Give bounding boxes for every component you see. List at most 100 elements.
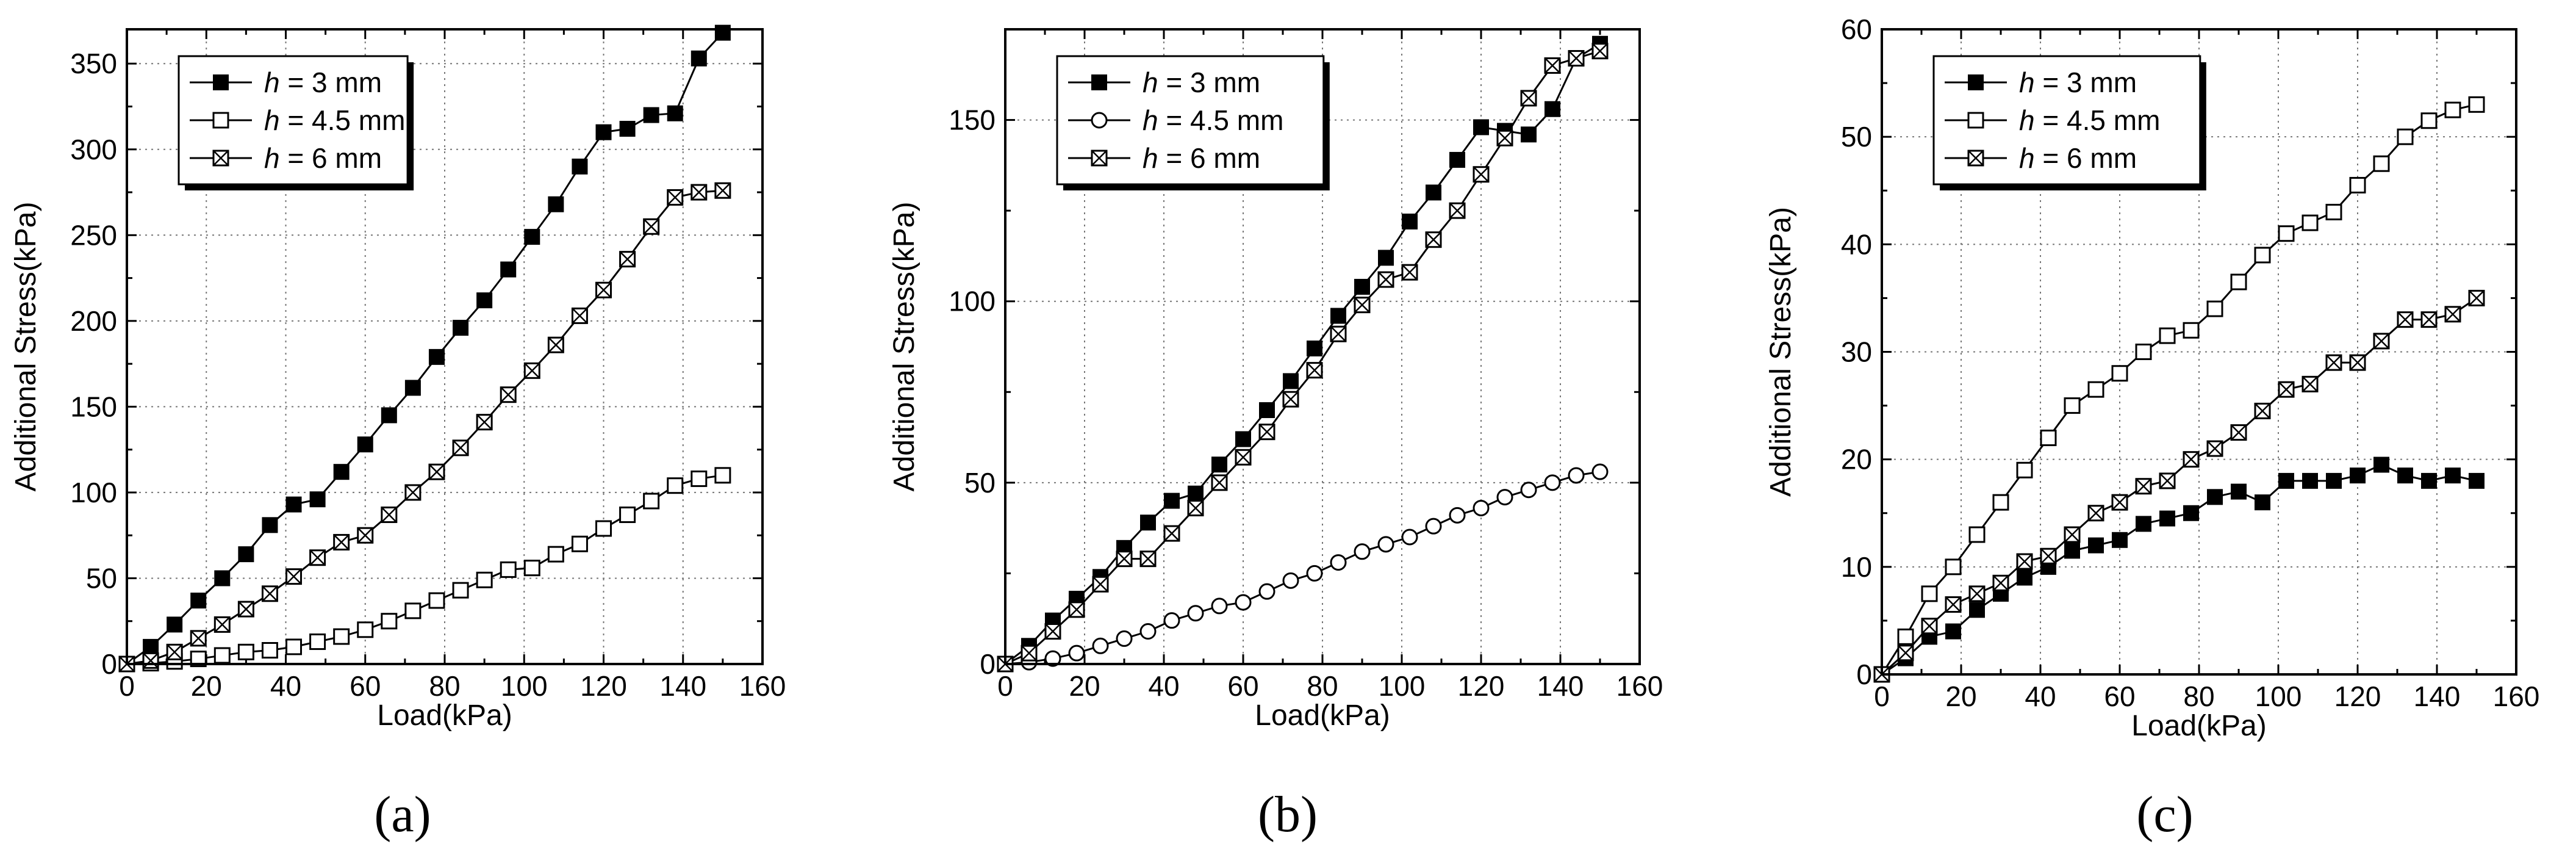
data-point (2111, 494, 2128, 511)
data-point (2350, 468, 2366, 484)
data-point (2206, 440, 2223, 457)
data-point-cross-b (691, 184, 707, 200)
x-tick-label: 80 (2183, 681, 2214, 712)
data-point (2064, 397, 2081, 414)
data-point (643, 218, 660, 235)
data-point (1568, 50, 1585, 67)
data-point (1544, 57, 1561, 74)
x-tick-label: 160 (2493, 681, 2540, 712)
data-point (2445, 468, 2461, 484)
data-point (500, 561, 517, 578)
data-point (1188, 485, 1204, 502)
data-point (2135, 478, 2152, 495)
legend-label-symbol: h (264, 67, 280, 98)
data-point-cross-b (714, 182, 731, 199)
x-tick-label: 120 (2334, 681, 2381, 712)
data-point (1282, 572, 1299, 589)
data-point (1235, 594, 1252, 611)
data-point (1354, 278, 1370, 295)
data-point-cross-b (167, 644, 183, 660)
data-point (1258, 583, 1275, 600)
data-point (1282, 391, 1299, 408)
x-tick-label: 40 (2025, 681, 2056, 712)
data-point-cross-b (1021, 645, 1037, 662)
data-point-cross-b (1283, 391, 1299, 408)
data-point (571, 307, 588, 324)
data-point (1401, 264, 1418, 281)
panel-label: (a) (374, 786, 431, 843)
data-point-cross-b (2326, 355, 2342, 371)
legend-item-2: h = 4.5 mm (190, 104, 405, 136)
data-point-cross-b (500, 386, 517, 403)
legend-label: h = 6 mm (264, 142, 382, 174)
data-point (1283, 373, 1299, 389)
legend-label-text: = 3 mm (1158, 67, 1260, 98)
data-point (333, 533, 350, 551)
data-point (2397, 311, 2414, 328)
data-point (2302, 472, 2318, 489)
legend-marker (1968, 74, 1984, 90)
data-point (2183, 322, 2200, 339)
legend-label-text: = 6 mm (2035, 142, 2137, 174)
data-point (667, 189, 684, 206)
data-point-cross-b (1521, 90, 1537, 106)
data-point-cross-b (1898, 644, 1914, 661)
data-point (428, 348, 445, 365)
data-point (2135, 344, 2152, 360)
data-point-cross-b (2183, 451, 2199, 468)
data-point (1330, 554, 1347, 571)
data-point (2349, 176, 2366, 193)
data-point (237, 601, 254, 618)
data-point (1449, 202, 1466, 219)
data-point (572, 158, 588, 175)
data-point (643, 493, 660, 510)
data-point (667, 477, 684, 494)
data-point-cross-b (1211, 474, 1227, 491)
x-axis-label: Load(kPa) (377, 699, 512, 732)
panel-label: (c) (2136, 786, 2193, 843)
data-point (500, 261, 517, 278)
data-point (2420, 311, 2438, 328)
y-tick-label: 60 (1841, 13, 1872, 45)
data-point (166, 643, 183, 660)
data-point (1545, 101, 1560, 117)
data-point (2254, 247, 2271, 264)
data-point (2468, 289, 2485, 306)
data-point-cross-b (1069, 601, 1085, 618)
data-point (2373, 155, 2390, 172)
data-point (1449, 151, 1465, 168)
data-point-cross-b (1330, 326, 1346, 342)
legend-item-2: h = 4.5 mm (1945, 104, 2160, 136)
data-point-cross-b (2159, 473, 2175, 489)
data-point (2064, 543, 2080, 559)
data-point (2206, 300, 2223, 317)
data-point-cross-b (1993, 575, 2009, 591)
legend-label: h = 4.5 mm (264, 104, 405, 136)
x-tick-label: 80 (429, 670, 460, 702)
data-point (1211, 474, 1228, 491)
data-point (1425, 231, 1442, 248)
data-point (2112, 532, 2128, 548)
data-point (2326, 472, 2342, 489)
y-tick-label: 200 (70, 305, 117, 337)
data-point (2088, 537, 2104, 554)
data-point-cross-b (2397, 311, 2413, 328)
data-point (309, 633, 326, 650)
data-point (2255, 494, 2270, 511)
data-point-cross-b (2040, 548, 2056, 565)
x-tick-label: 0 (1874, 681, 1890, 712)
legend-label-text: = 6 mm (1158, 142, 1260, 174)
data-point (309, 549, 326, 566)
data-point (1496, 129, 1513, 146)
data-point-cross-b (1545, 57, 1560, 74)
x-tick-label: 100 (2255, 681, 2302, 712)
data-point (357, 527, 374, 544)
data-point (476, 292, 493, 309)
data-point (2469, 472, 2485, 489)
legend-item-1: h = 3 mm (190, 67, 382, 98)
data-point (1235, 431, 1251, 447)
series-3 (997, 43, 1609, 673)
y-tick-label: 0 (1856, 659, 1872, 690)
data-point (167, 616, 183, 633)
plot-frame (126, 28, 764, 665)
